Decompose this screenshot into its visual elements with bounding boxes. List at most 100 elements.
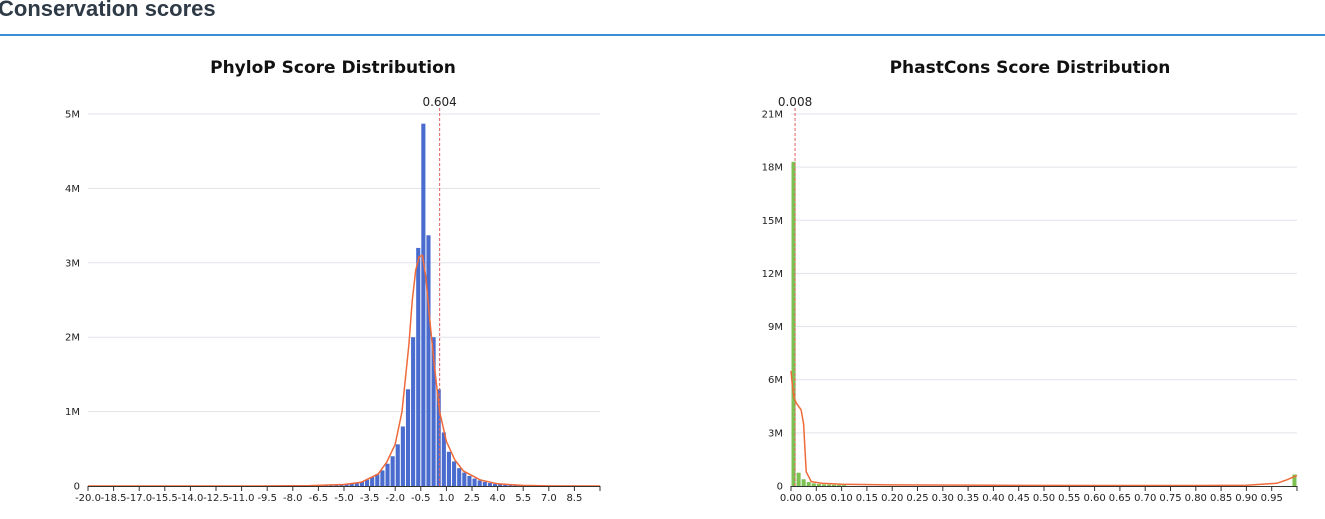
chart-title: PhastCons Score Distribution [890, 58, 1171, 78]
x-tick-label: 0.50 [1033, 493, 1055, 504]
x-tick-label: 0.20 [881, 493, 903, 504]
y-tick-label: 1M [65, 407, 80, 418]
x-tick-label: -5.0 [334, 493, 354, 504]
y-tick-label: 3M [65, 258, 80, 269]
histogram-bar [354, 483, 359, 486]
y-tick-label: 12M [762, 269, 783, 280]
histogram-bar [349, 483, 354, 486]
histogram-bar [446, 451, 452, 486]
histogram-bar [462, 472, 467, 486]
histogram-bar [482, 481, 487, 486]
histogram-bar [801, 479, 806, 486]
histogram-bar [375, 474, 380, 486]
section-header: Conservation scores [0, 0, 1325, 36]
y-tick-label: 3M [768, 428, 783, 439]
y-tick-label: 6M [768, 375, 783, 386]
x-tick-label: 7.0 [541, 493, 557, 504]
histogram-bar [411, 337, 416, 486]
x-tick-label: -18.5 [101, 493, 127, 504]
histogram-bar [334, 485, 339, 486]
histogram-bar [508, 485, 513, 486]
chart-2: PhastCons Score Distribution 0 3M 6M 9M 12M 15… [762, 58, 1298, 504]
histogram-bar [472, 478, 477, 486]
histogram-bar [826, 484, 831, 486]
y-tick-label: 0 [777, 482, 783, 493]
histogram-bar [492, 483, 498, 486]
x-tick-label: 2.5 [464, 493, 480, 504]
x-tick-label: -15.5 [152, 493, 178, 504]
x-tick-label: -8.0 [283, 493, 303, 504]
x-tick-label: 0.80 [1185, 493, 1207, 504]
histogram-bar [467, 475, 472, 486]
x-tick-label: 0.70 [1134, 493, 1156, 504]
x-tick-label: -14.0 [177, 493, 203, 504]
histogram-bar [487, 483, 492, 486]
x-tick-label: 5.5 [515, 493, 531, 504]
x-tick-label: 0.40 [982, 493, 1004, 504]
histogram-bar [380, 470, 385, 486]
x-tick-label: -9.5 [257, 493, 277, 504]
histogram-bar [791, 161, 796, 487]
x-tick-label: 4.0 [490, 493, 506, 504]
x-tick-label: 0.30 [932, 493, 954, 504]
y-tick-label: 18M [762, 163, 783, 174]
histogram-bar [390, 456, 395, 486]
histogram-bar [416, 247, 421, 486]
density-curve [790, 370, 1298, 487]
x-tick-label: 0.65 [1109, 493, 1131, 504]
x-tick-label: 0.85 [1210, 493, 1232, 504]
histogram-bar [405, 389, 411, 486]
x-tick-label: 8.5 [566, 493, 582, 504]
histogram-bar [426, 235, 431, 486]
histogram-bar [421, 123, 426, 486]
y-tick-label: 15M [762, 216, 783, 227]
x-tick-label: -11.0 [229, 493, 255, 504]
x-tick-label: 0.90 [1235, 493, 1257, 504]
histogram-bar [477, 480, 482, 486]
histogram-bar [329, 485, 334, 486]
x-tick-label: 0.15 [856, 493, 878, 504]
density-curve [88, 254, 601, 487]
histogram-bar [344, 484, 349, 486]
x-tick-label: 0.75 [1159, 493, 1181, 504]
x-tick-label: -0.5 [411, 493, 431, 504]
x-tick-label: -2.0 [385, 493, 405, 504]
histogram-bar [796, 472, 801, 486]
x-tick-label: 0.95 [1261, 493, 1283, 504]
x-tick-label: -20.0 [75, 493, 101, 504]
histogram-bar [816, 484, 821, 486]
histogram-bar [364, 479, 370, 486]
histogram-bar [1292, 474, 1297, 486]
median-marker-label: 0.604 [422, 95, 456, 109]
histogram-bar [811, 483, 816, 486]
histogram-bar [457, 468, 462, 486]
x-tick-label: -12.5 [203, 493, 229, 504]
y-tick-label: 0 [74, 482, 80, 493]
histogram-bar [831, 484, 837, 486]
median-marker-label: 0.008 [778, 95, 812, 109]
x-tick-label: 0.60 [1083, 493, 1105, 504]
y-tick-label: 5M [65, 110, 80, 121]
histogram-bar [842, 485, 847, 486]
x-tick-label: -6.5 [309, 493, 329, 504]
x-tick-label: 0.35 [957, 493, 979, 504]
y-tick-label: 2M [65, 333, 80, 344]
histogram-bar [436, 389, 441, 486]
x-tick-label: 1.0 [438, 493, 454, 504]
x-tick-label: -3.5 [360, 493, 380, 504]
x-tick-label: 0.45 [1008, 493, 1030, 504]
histogram-bar [431, 337, 436, 486]
x-tick-label: 0.25 [906, 493, 928, 504]
histogram-bar [837, 485, 842, 486]
y-tick-label: 21M [762, 110, 783, 121]
x-tick-label: 0.55 [1058, 493, 1080, 504]
y-tick-label: 4M [65, 184, 80, 195]
histogram-bar [339, 484, 344, 486]
chart-1: PhyloP Score Distribution 0 1M 2M 3M 4M 5M 0.60… [65, 58, 601, 504]
histogram-bar [400, 426, 405, 486]
x-tick-label: 0.00 [780, 493, 802, 504]
histogram-bar [498, 484, 503, 486]
histogram-bar [441, 432, 446, 486]
x-tick-label: 0.05 [805, 493, 827, 504]
